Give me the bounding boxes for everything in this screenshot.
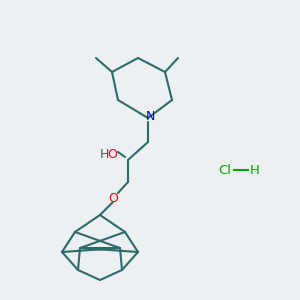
Text: Cl: Cl — [218, 164, 232, 176]
Text: O: O — [107, 148, 117, 161]
Text: H: H — [250, 164, 260, 176]
Text: N: N — [145, 110, 155, 122]
Text: H: H — [99, 148, 109, 161]
Text: O: O — [108, 191, 118, 205]
